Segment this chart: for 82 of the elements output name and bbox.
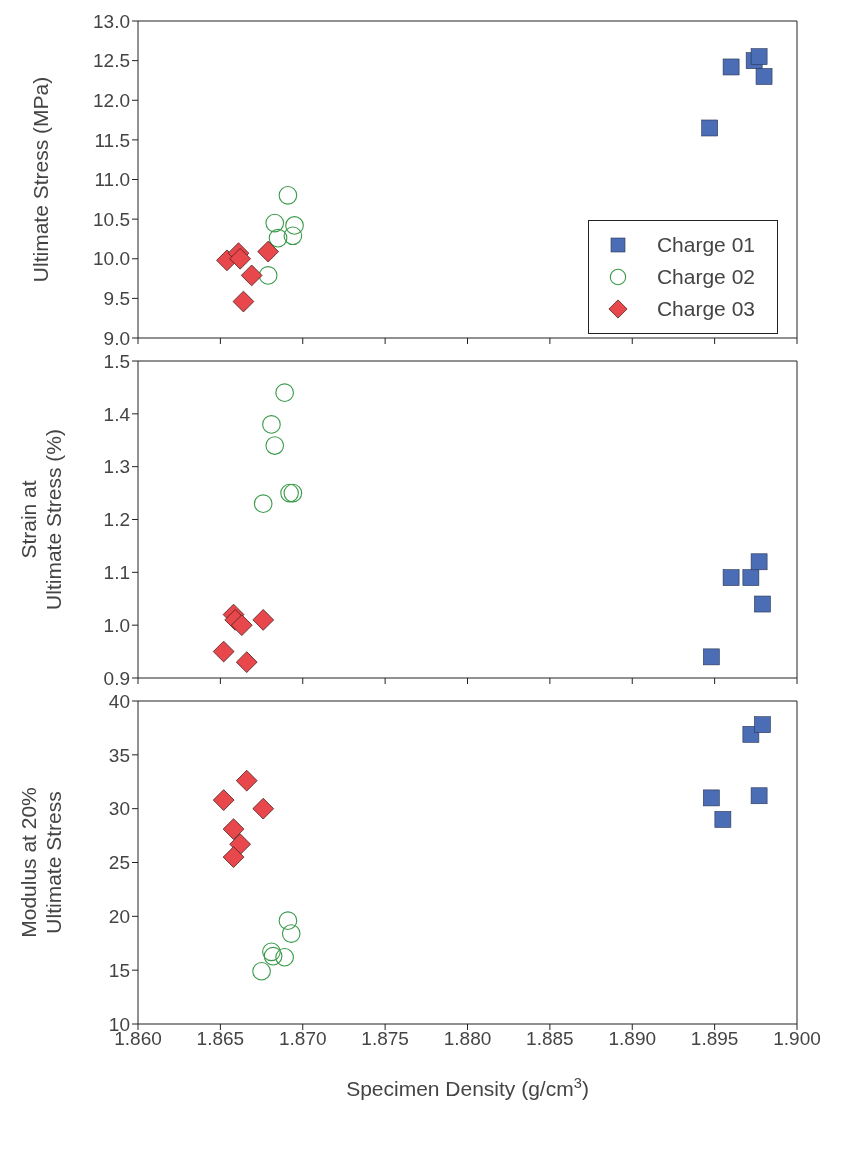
y-tick-label: 10.5: [93, 208, 130, 230]
y-tick-label: 1.4: [103, 403, 131, 425]
point: [252, 609, 275, 631]
y-tick-label: 12.0: [93, 90, 130, 111]
y-tick-label: 1.0: [103, 614, 130, 636]
point: [714, 811, 732, 828]
point: [263, 946, 283, 966]
point: [280, 483, 299, 503]
y-axis-title: Strain at Ultimate Stress (%): [17, 429, 65, 610]
x-tick-label: 1.880: [443, 1028, 492, 1050]
y-tick-label: 1.1: [103, 562, 130, 584]
point: [281, 924, 301, 943]
point: [278, 911, 298, 930]
point: [278, 186, 298, 205]
x-tick-label: 1.875: [361, 1028, 409, 1050]
x-tick-label: 1.900: [773, 1028, 821, 1050]
y-tick-label: 12.5: [93, 50, 130, 72]
point: [232, 290, 255, 313]
point: [722, 58, 740, 76]
point: [258, 266, 278, 285]
x-tick-label: 1.890: [608, 1028, 657, 1050]
y-axis-title: Modulus at 20% Ultimate Stress: [17, 787, 65, 938]
point: [750, 48, 768, 65]
y-tick-label: 0.9: [103, 667, 130, 689]
point: [257, 240, 279, 263]
point: [212, 640, 235, 663]
point: [703, 789, 720, 807]
point: [222, 818, 245, 840]
y-tick-label: 1.3: [103, 456, 130, 478]
x-tick-label: 1.865: [196, 1028, 245, 1050]
point: [285, 216, 304, 235]
point: [275, 383, 294, 403]
point: [262, 415, 281, 434]
point: [750, 553, 768, 571]
y-tick-label: 11.0: [94, 169, 130, 191]
point: [283, 226, 303, 246]
point: [754, 716, 771, 733]
x-tick-label: 1.895: [690, 1028, 739, 1050]
x-axis-title: Specimen Density (g/cm$^{3}$): [346, 1075, 589, 1100]
y-tick-label: 25: [108, 852, 130, 874]
point: [742, 569, 760, 586]
y-tick-label: 1.5: [103, 350, 130, 372]
point: [229, 833, 251, 855]
legend-label: Charge 01: [656, 233, 755, 257]
x-tick-label: 1.885: [526, 1028, 574, 1050]
point: [252, 797, 275, 820]
point: [722, 569, 740, 586]
point: [265, 436, 285, 455]
legend-label: Charge 03: [656, 297, 755, 321]
point: [265, 213, 285, 233]
point: [701, 119, 718, 137]
point: [230, 614, 253, 636]
y-tick-label: 13.0: [93, 10, 130, 32]
point: [703, 648, 720, 666]
y-tick-label: 30: [108, 798, 130, 820]
point: [283, 483, 303, 503]
point: [240, 264, 263, 287]
point: [755, 68, 773, 85]
y-tick-label: 9.5: [103, 288, 130, 310]
point: [235, 651, 258, 673]
point: [229, 247, 251, 270]
point: [212, 789, 235, 811]
y-tick-label: 15: [108, 959, 130, 981]
y-tick-label: 35: [108, 744, 130, 766]
legend-label: Charge 02: [656, 265, 755, 289]
y-tick-label: 20: [108, 906, 130, 928]
point: [750, 787, 768, 805]
y-tick-label: 11.5: [94, 129, 130, 151]
y-tick-label: 1.2: [103, 509, 130, 531]
point: [275, 947, 294, 967]
point: [253, 494, 273, 513]
y-tick-label: 9.0: [103, 327, 130, 349]
x-tick-label: 1.870: [278, 1028, 327, 1050]
point: [222, 846, 245, 868]
point: [268, 228, 288, 248]
y-tick-label: 40: [108, 690, 130, 712]
y-tick-label: 10.0: [93, 248, 130, 270]
y-axis-title: Ultimate Stress (MPa): [29, 76, 52, 283]
point: [262, 942, 281, 962]
point: [235, 769, 258, 792]
point: [252, 961, 271, 981]
point: [754, 595, 771, 613]
